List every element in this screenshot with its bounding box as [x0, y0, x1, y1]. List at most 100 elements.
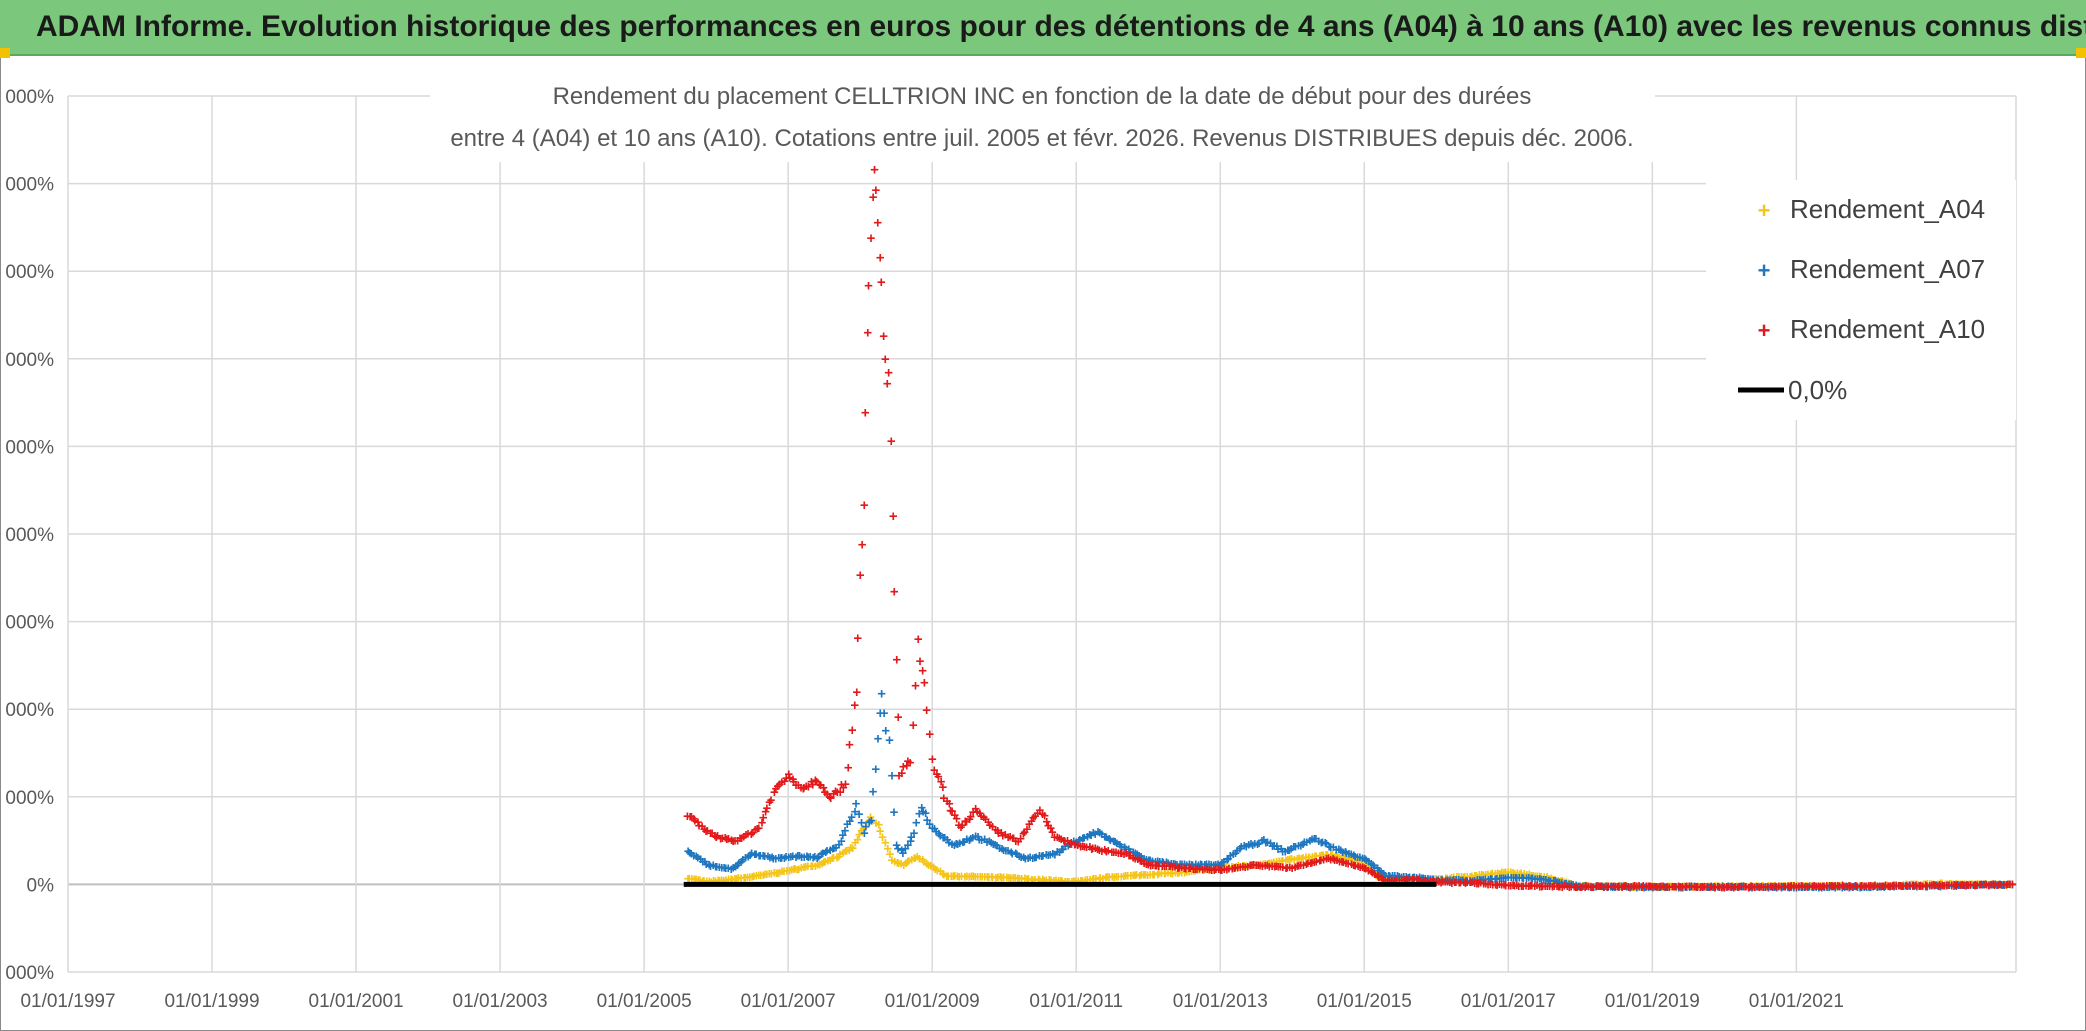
data-point-Rendement_A10: + — [1195, 860, 1204, 877]
data-point-Rendement_A10: + — [1700, 878, 1709, 895]
series-Rendement_A10: ++++++++++++++++++++++++++++++++++++++++… — [683, 161, 2017, 896]
data-point-Rendement_A10: + — [1401, 872, 1410, 889]
data-point-Rendement_A10: + — [1233, 860, 1242, 877]
data-point-Rendement_A07: + — [1317, 835, 1326, 852]
data-point-Rendement_A07: + — [1619, 878, 1628, 895]
data-point-Rendement_A07: + — [1507, 869, 1516, 886]
data-point-Rendement_A04: + — [1212, 860, 1221, 877]
data-point-Rendement_A04: + — [1052, 872, 1061, 889]
data-point-Rendement_A10: + — [1168, 858, 1177, 875]
data-point-Rendement_A10: + — [1368, 865, 1377, 882]
data-point-Rendement_A07: + — [1216, 857, 1225, 874]
data-point-Rendement_A07: + — [989, 836, 998, 853]
data-point-Rendement_A10: + — [689, 810, 698, 827]
data-point-Rendement_A10: + — [1896, 878, 1905, 895]
data-point-Rendement_A10: + — [785, 770, 794, 787]
data-point-Rendement_A07: + — [1493, 871, 1502, 888]
data-point-Rendement_A07: + — [1135, 847, 1144, 864]
data-point-Rendement_A10: + — [1405, 871, 1414, 888]
data-point-Rendement_A04: + — [801, 859, 810, 876]
data-point-Rendement_A10: + — [1421, 872, 1430, 889]
data-point-Rendement_A04: + — [1204, 862, 1213, 879]
data-point-Rendement_A04: + — [886, 846, 895, 863]
data-point-Rendement_A07: + — [1386, 868, 1395, 885]
data-point-Rendement_A10: + — [722, 831, 731, 848]
data-point-Rendement_A07: + — [1932, 877, 1941, 894]
data-point-Rendement_A10: + — [1951, 877, 1960, 894]
data-point-Rendement_A04: + — [1894, 878, 1903, 895]
data-point-Rendement_A07: + — [1109, 833, 1118, 850]
data-point-Rendement_A10: + — [1315, 852, 1324, 869]
data-point-Rendement_A04: + — [1660, 879, 1669, 896]
data-point-Rendement_A10: + — [1892, 878, 1901, 895]
data-point-Rendement_A04: + — [1507, 864, 1516, 881]
data-point-Rendement_A10: + — [895, 767, 904, 784]
data-point-Rendement_A04: + — [971, 869, 980, 886]
data-point-Rendement_A10: + — [1225, 860, 1234, 877]
data-point-Rendement_A10: + — [1713, 879, 1722, 896]
data-point-Rendement_A10: + — [816, 777, 825, 794]
data-point-Rendement_A10: + — [1711, 880, 1720, 897]
data-point-Rendement_A10: + — [1922, 877, 1931, 894]
data-point-Rendement_A04: + — [1463, 869, 1472, 886]
data-point-Rendement_A07: + — [950, 837, 959, 854]
data-point-Rendement_A07: + — [1287, 841, 1296, 858]
data-point-Rendement_A10: + — [749, 825, 758, 842]
data-point-Rendement_A04: + — [863, 815, 872, 832]
data-point-Rendement_A07: + — [1388, 868, 1397, 885]
data-point-Rendement_A10: + — [1129, 850, 1138, 867]
data-point-Rendement_A10: + — [1254, 857, 1263, 874]
data-point-Rendement_A04: + — [793, 861, 802, 878]
data-point-Rendement_A07: + — [1434, 872, 1443, 889]
data-point-Rendement_A07: + — [731, 859, 740, 876]
data-point-Rendement_A04: + — [1891, 877, 1900, 894]
data-point-Rendement_A04: + — [1405, 873, 1414, 890]
data-point-Rendement_A04: + — [1222, 859, 1231, 876]
data-point-Rendement_A10: + — [1344, 856, 1353, 873]
data-point-Rendement_A10: + — [1835, 878, 1844, 895]
data-point-Rendement_A07: + — [1358, 850, 1367, 867]
data-point-Rendement_A10: + — [887, 433, 896, 450]
data-point-Rendement_A04: + — [1042, 872, 1051, 889]
data-point-Rendement_A10: + — [1980, 877, 1989, 894]
data-point-Rendement_A04: + — [1282, 852, 1291, 869]
data-point-Rendement_A04: + — [1977, 877, 1986, 894]
data-point-Rendement_A10: + — [703, 823, 712, 840]
data-point-Rendement_A10: + — [1291, 859, 1300, 876]
data-point-Rendement_A04: + — [1600, 878, 1609, 895]
data-point-Rendement_A04: + — [1849, 879, 1858, 896]
data-point-Rendement_A10: + — [1231, 860, 1240, 877]
chart-title-line-2: entre 4 (A04) et 10 ans (A10). Cotations… — [450, 125, 1633, 152]
data-point-Rendement_A07: + — [1274, 841, 1283, 858]
data-point-Rendement_A10: + — [1964, 877, 1973, 894]
data-point-Rendement_A07: + — [1263, 834, 1272, 851]
data-point-Rendement_A04: + — [1845, 878, 1854, 895]
data-point-Rendement_A07: + — [936, 828, 945, 845]
data-point-Rendement_A07: + — [1894, 878, 1903, 895]
data-point-Rendement_A07: + — [952, 836, 961, 853]
data-point-Rendement_A07: + — [1923, 879, 1932, 896]
data-point-Rendement_A10: + — [1638, 879, 1647, 896]
data-point-Rendement_A10: + — [799, 780, 808, 797]
data-point-Rendement_A10: + — [889, 508, 898, 525]
data-point-Rendement_A04: + — [1009, 870, 1018, 887]
data-point-Rendement_A10: + — [1186, 860, 1195, 877]
data-point-Rendement_A10: + — [1270, 859, 1279, 876]
data-point-Rendement_A04: + — [893, 855, 902, 872]
data-point-Rendement_A07: + — [1240, 837, 1249, 854]
data-point-Rendement_A04: + — [694, 872, 703, 889]
data-point-Rendement_A10: + — [1659, 878, 1668, 895]
data-point-Rendement_A04: + — [1468, 868, 1477, 885]
data-point-Rendement_A04: + — [1150, 866, 1159, 883]
data-point-Rendement_A07: + — [1847, 878, 1856, 895]
data-point-Rendement_A10: + — [1889, 877, 1898, 894]
data-point-Rendement_A07: + — [1996, 876, 2005, 893]
data-point-Rendement_A04: + — [1987, 876, 1996, 893]
data-point-Rendement_A07: + — [1606, 878, 1615, 895]
data-point-Rendement_A07: + — [1158, 854, 1167, 871]
data-point-Rendement_A10: + — [1898, 878, 1907, 895]
data-point-Rendement_A04: + — [1869, 878, 1878, 895]
data-point-Rendement_A10: + — [1843, 879, 1852, 896]
data-point-Rendement_A04: + — [1847, 879, 1856, 896]
data-point-Rendement_A10: + — [1495, 876, 1504, 893]
